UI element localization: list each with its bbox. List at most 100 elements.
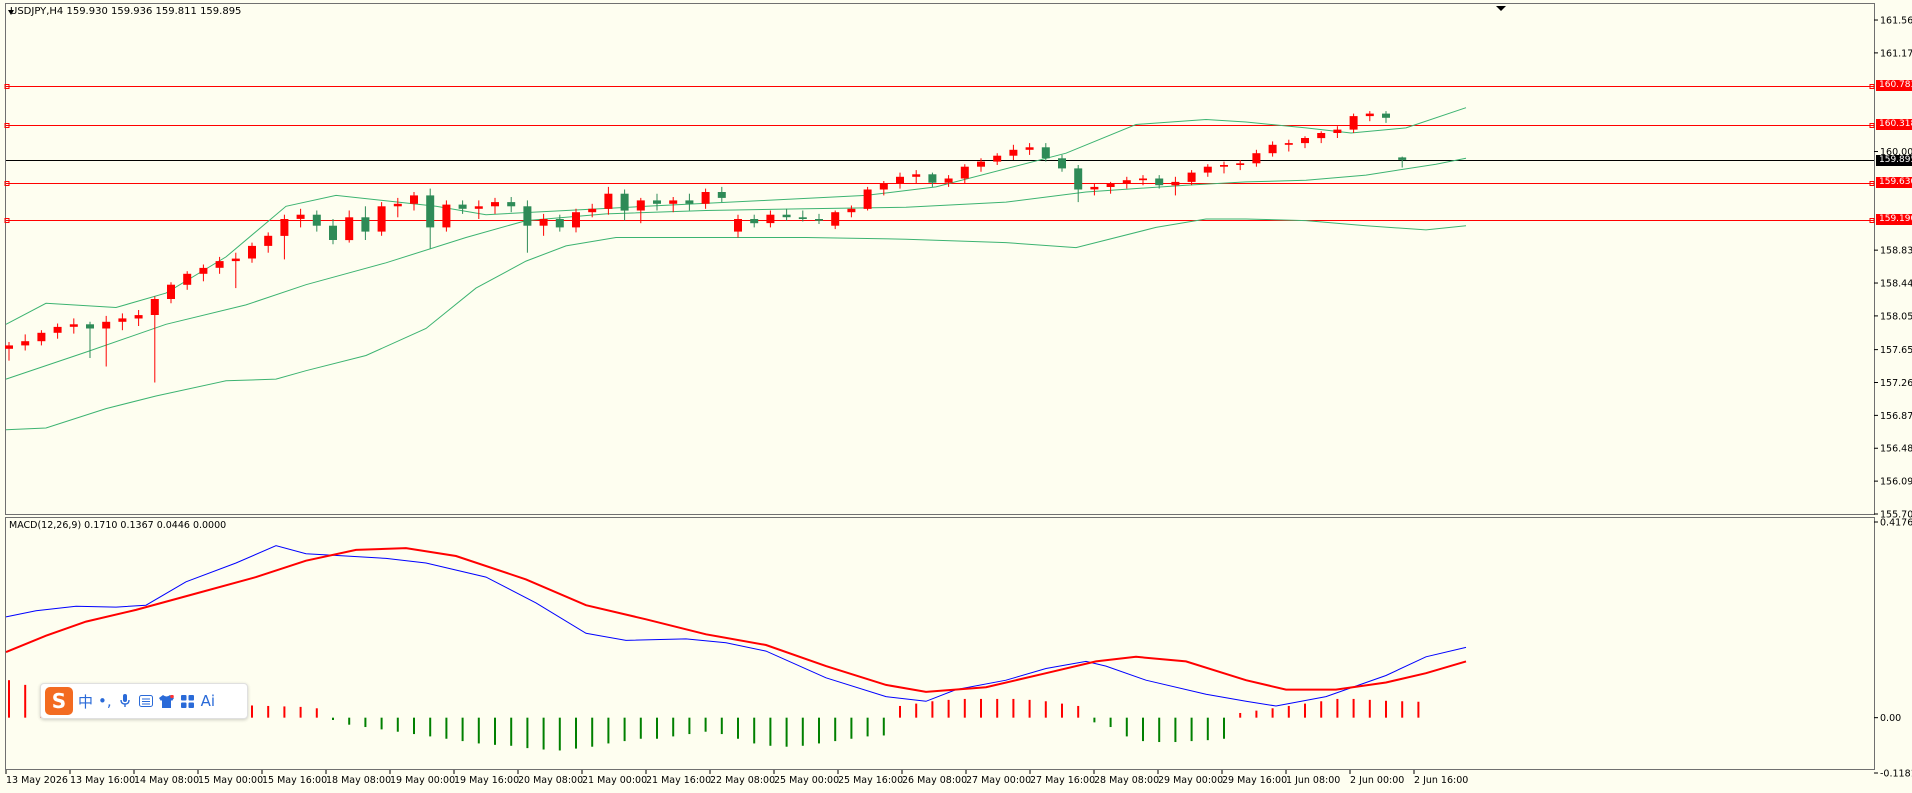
keyboard-icon[interactable]: [138, 693, 154, 709]
candle-body: [377, 206, 386, 232]
macd-line: [5, 545, 1467, 707]
candle-body: [1090, 186, 1099, 190]
candle-body: [734, 219, 742, 232]
candle-body: [134, 315, 143, 319]
y-tick-label: 156.480: [1880, 444, 1912, 455]
candle-body: [604, 193, 613, 209]
candle-body: [701, 192, 710, 204]
shirt-icon[interactable]: [159, 693, 175, 709]
grid-icon[interactable]: [180, 693, 196, 709]
candle-body: [393, 203, 402, 207]
x-tick-label: 26 May 08:00: [902, 775, 967, 786]
ime-chinese-mode[interactable]: 中: [78, 692, 94, 711]
symbol-dropdown-icon[interactable]: [8, 10, 14, 15]
candle-body: [653, 200, 661, 204]
x-tick-label: 19 May 16:00: [454, 775, 519, 786]
macd-caption: MACD(12,26,9) 0.1710 0.1367 0.0446 0.000…: [9, 520, 227, 531]
candle-body: [863, 189, 872, 209]
x-tick-label: 18 May 08:00: [326, 775, 391, 786]
x-tick-label: 13 May 16:00: [70, 775, 135, 786]
candle-body: [944, 178, 953, 183]
level-price-tag: 160.783: [1876, 80, 1912, 91]
mic-icon[interactable]: [117, 693, 133, 709]
macd-y-tick-label: 0.00: [1880, 713, 1901, 724]
price-chart-panel[interactable]: [5, 3, 1875, 515]
ime-ai[interactable]: Ai: [200, 692, 216, 710]
candle-body: [847, 208, 856, 213]
candle-body: [782, 214, 791, 218]
x-tick-label: 15 May 00:00: [198, 775, 263, 786]
ime-logo-icon[interactable]: S: [45, 687, 73, 715]
candle-body: [1382, 113, 1390, 118]
y-tick-label: 157.650: [1880, 345, 1912, 356]
candle-body: [766, 214, 775, 224]
candle-body: [993, 155, 1002, 162]
x-tick-label: 21 May 16:00: [646, 775, 711, 786]
y-tick-label: 156.090: [1880, 477, 1912, 488]
candle-body: [879, 183, 888, 190]
candle-body: [167, 284, 175, 299]
candle-body: [231, 258, 240, 262]
candle-body: [280, 219, 289, 236]
candle-body: [5, 345, 13, 349]
bollinger-middle-band: [5, 157, 1467, 380]
candle-body: [215, 261, 224, 268]
level-anchor-left: [4, 84, 10, 89]
level-anchor-right: [1869, 123, 1875, 128]
ime-punctuation[interactable]: •,: [98, 692, 112, 710]
candle-body: [1074, 168, 1083, 190]
y-tick-label: 160.000: [1880, 147, 1912, 158]
candle-body: [150, 299, 159, 315]
candle-body: [329, 225, 337, 240]
candle-body: [458, 204, 467, 209]
candle-body: [86, 324, 94, 329]
ime-toolbar[interactable]: S 中 •, Ai: [40, 683, 248, 719]
candle-body: [523, 206, 532, 226]
x-tick-label: 21 May 00:00: [582, 775, 647, 786]
candle-body: [183, 273, 192, 285]
candle-body: [102, 321, 111, 329]
candle-body: [1284, 143, 1293, 145]
bollinger-upper-band: [5, 107, 1467, 325]
chart-shift-marker: [1496, 6, 1506, 11]
candle-body: [928, 174, 937, 183]
candle-body: [588, 208, 597, 213]
y-tick-label: 158.440: [1880, 279, 1912, 290]
candle-body: [1025, 147, 1034, 150]
x-tick-label: 29 May 00:00: [1158, 775, 1223, 786]
candle-body: [831, 212, 840, 226]
candle-body: [199, 267, 208, 274]
candle-body: [977, 161, 985, 167]
y-tick-label: 158.830: [1880, 246, 1912, 257]
candle-body: [1058, 158, 1066, 169]
candle-body: [1365, 113, 1374, 117]
level-price-tag: 159.630: [1876, 177, 1912, 189]
candle-body: [1187, 172, 1196, 182]
x-tick-label: 29 May 16:00: [1222, 775, 1287, 786]
x-tick-label: 2 Jun 16:00: [1414, 775, 1468, 786]
candle-body: [296, 214, 305, 219]
candle-body: [555, 219, 564, 228]
candle-body: [37, 332, 46, 342]
candle-body: [312, 214, 321, 226]
candle-body: [1041, 147, 1050, 159]
candle-body: [636, 200, 645, 211]
level-price-tag: 159.190: [1876, 214, 1912, 226]
level-anchor-right: [1869, 218, 1875, 223]
candle-body: [1139, 178, 1147, 181]
candle-body: [1122, 180, 1131, 184]
candle-body: [815, 219, 823, 221]
macd-signal-line: [5, 547, 1467, 693]
candle-body: [912, 174, 921, 177]
candle-body: [960, 166, 969, 179]
candle-body: [685, 200, 694, 204]
candle-body: [620, 193, 629, 211]
candle-body: [1220, 165, 1228, 167]
candle-body: [491, 202, 499, 207]
x-tick-label: 13 May 2026: [6, 775, 68, 786]
candle-body: [798, 217, 807, 219]
candle-body: [896, 176, 904, 184]
y-tick-label: 155.700: [1880, 510, 1912, 521]
candle-body: [442, 204, 451, 228]
